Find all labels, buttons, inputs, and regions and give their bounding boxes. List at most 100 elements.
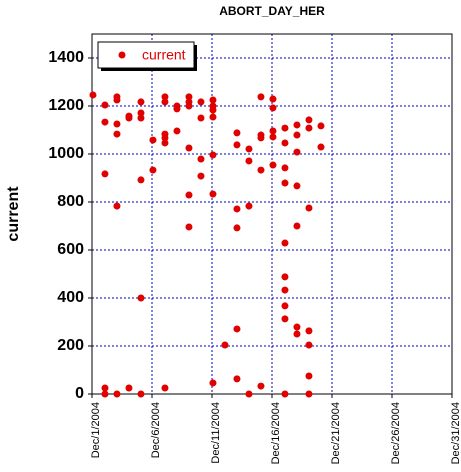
point [269, 161, 277, 169]
point [113, 120, 121, 128]
point [197, 155, 205, 163]
point [233, 205, 241, 213]
point [197, 114, 205, 122]
y-axis-label: current [5, 186, 22, 242]
point [233, 224, 241, 232]
point [137, 176, 145, 184]
point [293, 121, 301, 129]
point [137, 294, 145, 302]
point [245, 390, 253, 398]
point [281, 286, 289, 294]
point [185, 191, 193, 199]
chart-title: ABORT_DAY_HER [219, 4, 325, 18]
x-tick-label: Dec/26/2004 [390, 402, 402, 464]
x-tick-label: Dec/1/2004 [90, 402, 102, 458]
point [197, 172, 205, 180]
point [185, 144, 193, 152]
point [305, 372, 313, 380]
point [293, 131, 301, 139]
point [281, 390, 289, 398]
point [293, 182, 301, 190]
point [305, 327, 313, 335]
y-tick-label: 800 [57, 193, 84, 210]
point [269, 133, 277, 141]
point [317, 143, 325, 151]
point [233, 375, 241, 383]
point [245, 157, 253, 165]
point [281, 302, 289, 310]
point [269, 127, 277, 135]
point [281, 239, 289, 247]
point [101, 384, 109, 392]
point [161, 384, 169, 392]
point [281, 164, 289, 172]
point [113, 390, 121, 398]
y-tick-label: 1000 [48, 145, 84, 162]
y-tick-label: 1400 [48, 49, 84, 66]
point [233, 141, 241, 149]
plot-border [91, 33, 453, 395]
y-tick-label: 400 [57, 289, 84, 306]
point [209, 113, 217, 121]
point [305, 341, 313, 349]
point [305, 124, 313, 132]
point [137, 98, 145, 106]
point [101, 170, 109, 178]
point [89, 91, 97, 99]
legend-label: current [142, 47, 186, 63]
point [209, 96, 217, 104]
point [185, 223, 193, 231]
point [281, 139, 289, 147]
y-tick-label: 0 [75, 385, 84, 402]
point [161, 93, 169, 101]
point [149, 136, 157, 144]
point [137, 114, 145, 122]
y-tick-label: 1200 [48, 97, 84, 114]
point [293, 222, 301, 230]
point [209, 106, 217, 114]
x-tick-label: Dec/11/2004 [210, 402, 222, 464]
point [125, 384, 133, 392]
point [113, 96, 121, 104]
point [233, 325, 241, 333]
x-tick-label: Dec/31/2004 [450, 402, 461, 464]
point [281, 315, 289, 323]
point [101, 101, 109, 109]
point [305, 116, 313, 124]
y-tick-label: 600 [57, 241, 84, 258]
point [245, 202, 253, 210]
x-tick-label: Dec/6/2004 [150, 402, 162, 458]
point [305, 204, 313, 212]
x-tick-label: Dec/21/2004 [330, 402, 342, 464]
y-tick-label: 200 [57, 337, 84, 354]
point [281, 273, 289, 281]
point [113, 130, 121, 138]
legend-marker [118, 51, 126, 59]
point [161, 139, 169, 147]
point [281, 179, 289, 187]
point [257, 382, 265, 390]
point [161, 134, 169, 142]
point [137, 390, 145, 398]
point [209, 190, 217, 198]
x-tick-label: Dec/16/2004 [270, 402, 282, 464]
point [233, 129, 241, 137]
point [257, 93, 265, 101]
point [269, 95, 277, 103]
point [209, 151, 217, 159]
point [137, 109, 145, 117]
point [257, 166, 265, 174]
point [125, 114, 133, 122]
point [221, 341, 229, 349]
point [173, 105, 181, 113]
point [257, 134, 265, 142]
point [149, 166, 157, 174]
point [197, 98, 205, 106]
point [101, 390, 109, 398]
point [101, 118, 109, 126]
point [245, 145, 253, 153]
point [173, 127, 181, 135]
point [281, 124, 289, 132]
